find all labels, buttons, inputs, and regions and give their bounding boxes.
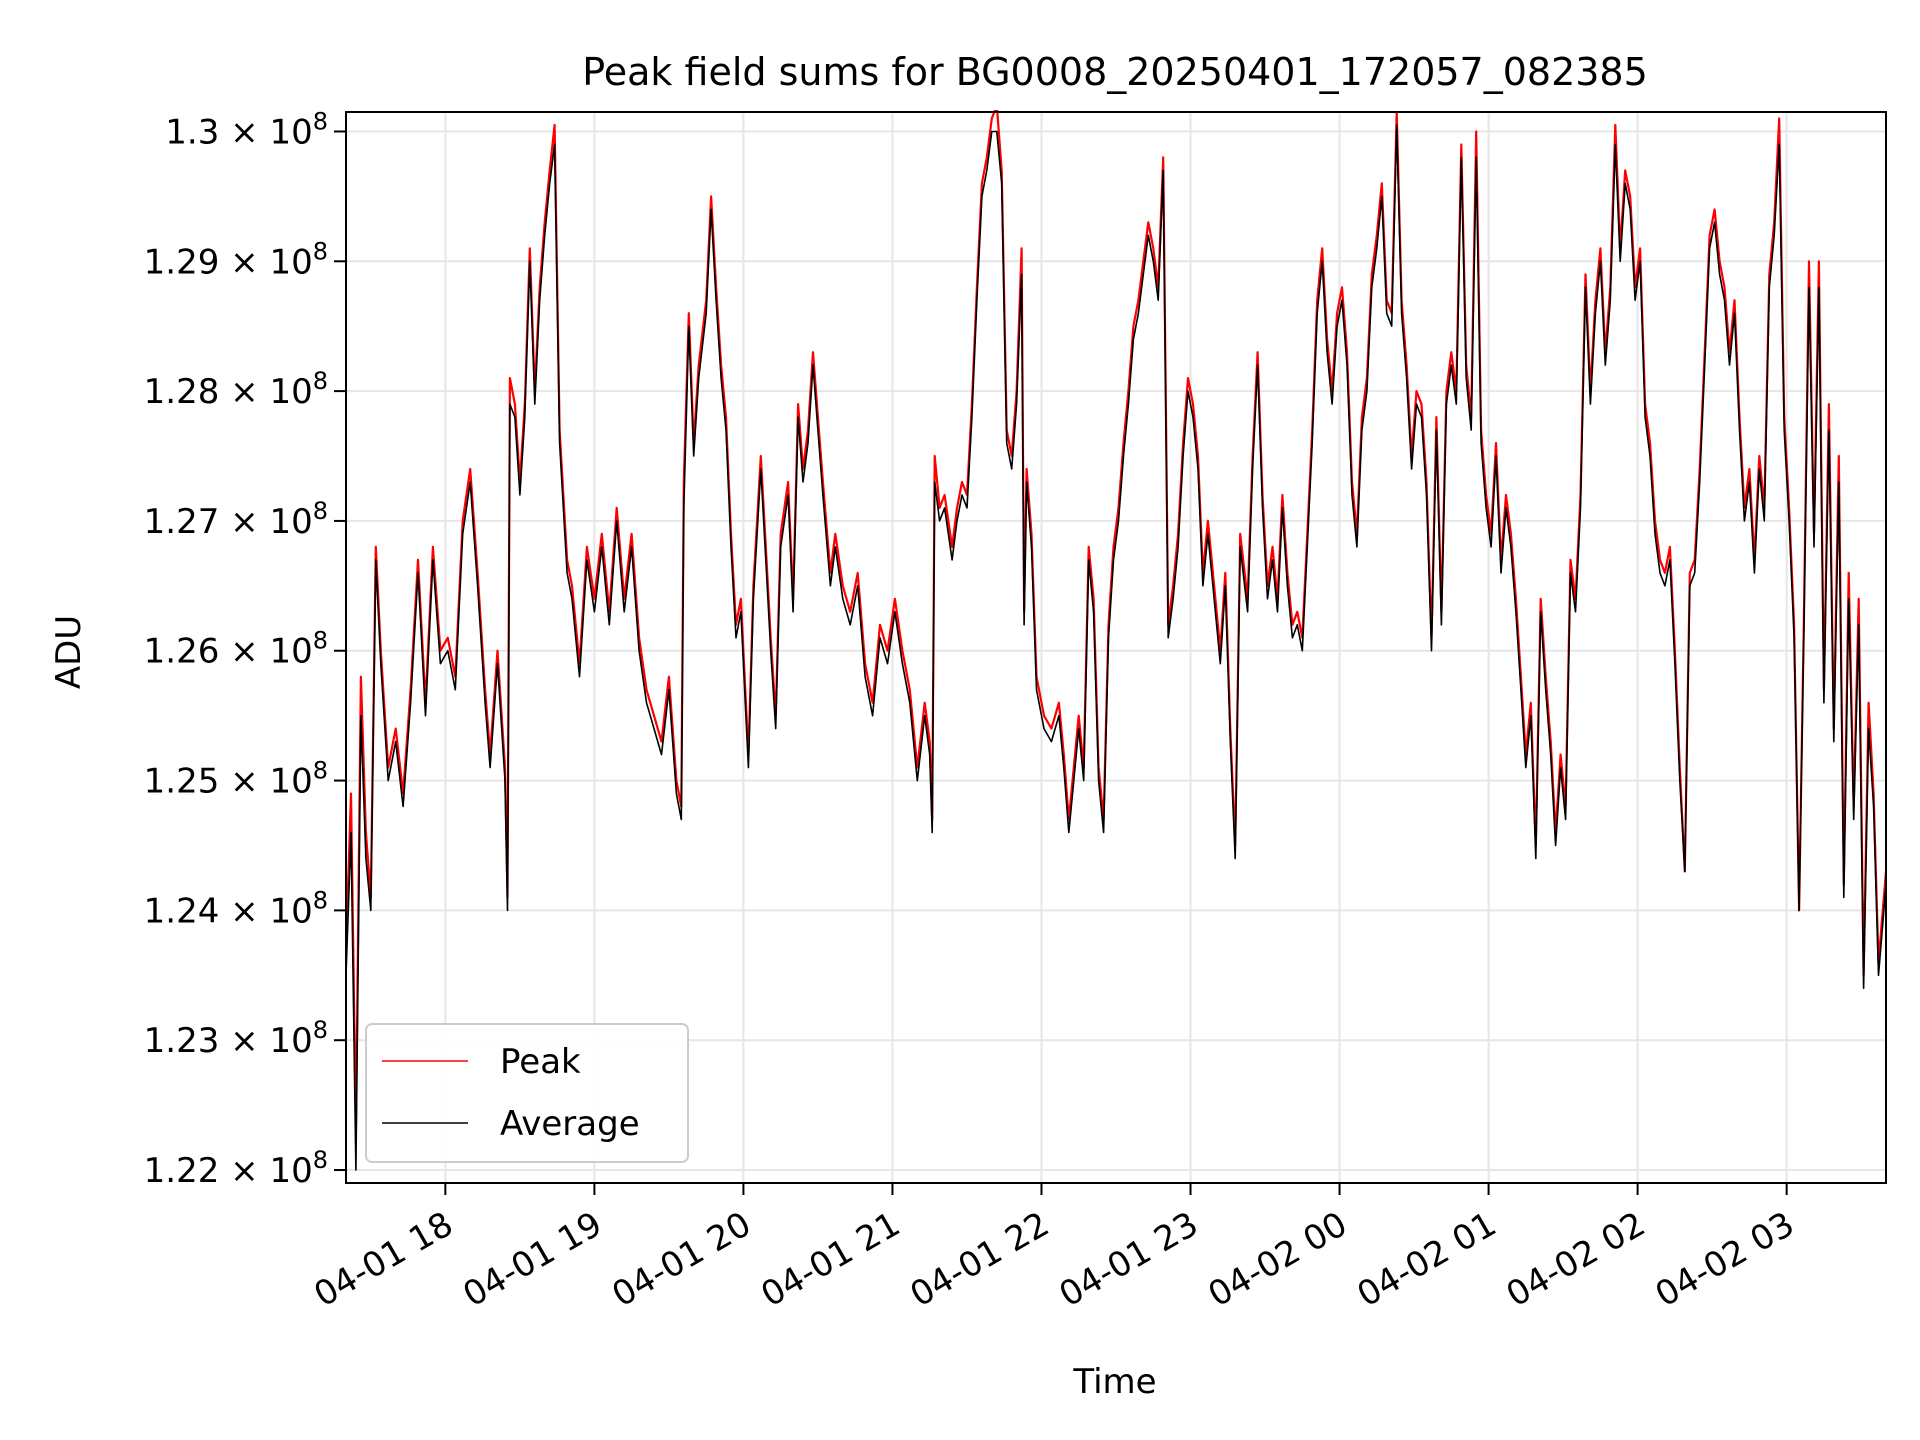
y-tick-mantissa: 1.25 × 10 — [144, 762, 313, 802]
y-tick-mantissa: 1.28 × 10 — [144, 372, 313, 412]
y-tick-mantissa: 1.3 × 10 — [165, 112, 312, 152]
y-tick-label: 1.29 × 108 — [144, 237, 328, 282]
y-tick-label: 1.28 × 108 — [144, 367, 328, 412]
legend-label-average: Average — [500, 1104, 640, 1144]
y-tick-exponent: 8 — [313, 1146, 328, 1174]
legend-box — [365, 1023, 689, 1163]
legend: Peak Average — [365, 1023, 689, 1163]
y-tick-mantissa: 1.22 × 10 — [144, 1151, 313, 1191]
y-tick-label: 1.26 × 108 — [144, 627, 328, 672]
y-tick-label: 1.27 × 108 — [144, 497, 328, 542]
axes-frame — [345, 111, 1887, 1184]
plot-lines — [346, 110, 1886, 1171]
y-tick-exponent: 8 — [313, 886, 328, 914]
x-axis-label: Time — [1072, 1362, 1156, 1402]
chart-title: Peak field sums for BG0008_20250401_1720… — [582, 50, 1648, 94]
y-tick-mantissa: 1.27 × 10 — [144, 502, 313, 542]
y-axis-label: ADU — [49, 615, 89, 689]
series-line-average — [346, 124, 1886, 1171]
legend-label-peak: Peak — [500, 1042, 581, 1082]
y-tick-exponent: 8 — [313, 367, 328, 395]
y-tick-exponent: 8 — [313, 757, 328, 785]
y-tick-exponent: 8 — [313, 237, 328, 265]
y-tick-label: 1.3 × 108 — [165, 107, 328, 152]
grid — [346, 112, 1886, 1183]
y-tick-mantissa: 1.24 × 10 — [144, 891, 313, 931]
y-tick-mantissa: 1.23 × 10 — [144, 1021, 313, 1061]
y-tick-exponent: 8 — [313, 627, 328, 655]
y-tick-exponent: 8 — [313, 1016, 328, 1044]
y-tick-label: 1.25 × 108 — [144, 757, 328, 802]
y-tick-label: 1.22 × 108 — [144, 1146, 328, 1191]
y-tick-exponent: 8 — [313, 107, 328, 135]
y-tick-label: 1.23 × 108 — [144, 1016, 328, 1061]
y-tick-label: 1.24 × 108 — [144, 886, 328, 931]
y-tick-exponent: 8 — [313, 497, 328, 525]
y-tick-mantissa: 1.29 × 10 — [144, 242, 313, 282]
y-tick-mantissa: 1.26 × 10 — [144, 632, 313, 672]
